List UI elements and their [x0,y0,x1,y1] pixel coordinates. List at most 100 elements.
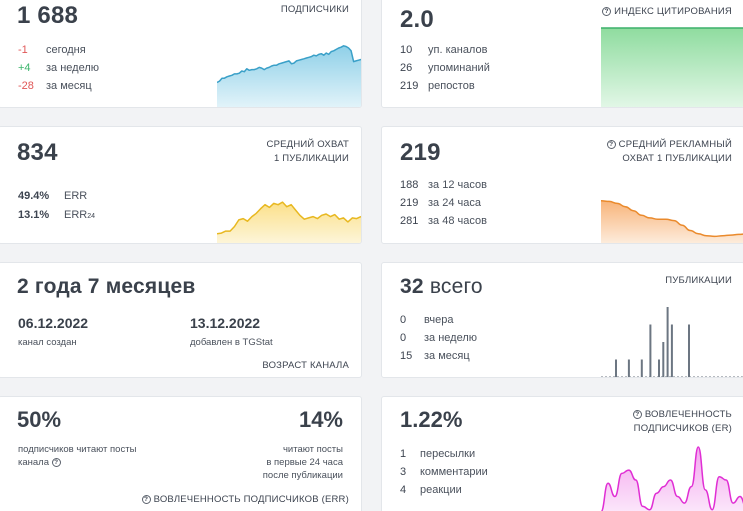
publications-month-num: 15 [400,350,413,362]
subscribers-value: 1 688 [17,2,79,29]
publications-yesterday-num: 0 [400,314,407,326]
info-icon[interactable]: ? [141,495,151,504]
ad-reach-48h-label: за 48 часов [428,215,487,227]
age-added-label: добавлен в TGStat [190,337,273,348]
ad-reach-24h-num: 219 [400,197,419,209]
reach-spark-line [217,201,361,235]
publications-month-label: за месяц [424,350,470,362]
info-icon[interactable]: ? [602,7,612,16]
publications-value: 32 всего [400,275,483,299]
ad-reach-24h-label: за 24 часа [428,197,481,209]
reach-err24-num: 13.1% [18,209,50,221]
ad-reach-card[interactable]: 219 ? СРЕДНИЙ РЕКЛАМНЫЙ ОХВАТ 1 ПУБЛИКАЦИ… [381,126,743,244]
er-caption: ? ВОВЛЕЧЕННОСТЬ ПОДПИСЧИКОВ (ER) [632,408,732,436]
er-sparkline [601,446,743,511]
ad-reach-caption-line1: ? СРЕДНИЙ РЕКЛАМНЫЙ [606,138,732,152]
err-right-text-line3: после публикации [262,470,343,481]
citation-reposts-label: репостов [428,80,475,92]
publications-row-month: 15 за месяц [400,350,470,362]
err-left-text-line2-text: канала [18,457,50,468]
publications-bar [658,359,660,377]
ad-reach-row-24h: 219 за 24 часа [400,197,481,209]
citation-area [601,28,743,107]
er-spark-area [601,447,743,511]
publications-bar [627,359,630,377]
citation-mentions-num: 26 [400,62,413,74]
citation-reposts-num: 219 [400,80,419,92]
age-value: 2 года 7 месяцев [17,275,196,298]
er-forwards-label: пересылки [420,448,476,460]
reach-sparkline [217,201,361,243]
subscribers-sparkline [217,45,361,107]
age-card[interactable]: 2 года 7 месяцев 06.12.2022 канал создан… [0,262,362,378]
citation-row-channels: 10 уп. каналов [400,44,487,56]
err-caption-text: ВОВЛЕЧЕННОСТЬ ПОДПИСЧИКОВ (ERR) [153,494,349,505]
ad-reach-sparkline [601,200,743,243]
publications-bar [640,359,643,377]
err-right-text: читают посты в первые 24 часа после публ… [263,443,343,482]
reach-err24-sub: 24 [87,213,96,220]
publications-yesterday-label: вчера [424,314,454,326]
info-icon[interactable]: ? [606,140,616,149]
info-icon[interactable]: ? [632,410,642,419]
publications-caption: ПУБЛИКАЦИИ [665,275,732,286]
ad-reach-48h-num: 281 [400,215,419,227]
err-card[interactable]: 50% подписчиков читают посты канала ? 14… [0,396,362,511]
er-comments-num: 3 [400,466,407,478]
er-card[interactable]: 1.22% ? ВОВЛЕЧЕННОСТЬ ПОДПИСЧИКОВ (ER) 1 … [381,396,743,511]
age-created-label: канал создан [18,337,77,348]
publications-barchart [601,307,743,377]
age-created-date: 06.12.2022 [18,315,89,331]
err-left-text-line1: подписчиков читают посты [18,444,137,455]
reach-caption: СРЕДНИЙ ОХВАТ 1 ПУБЛИКАЦИИ [267,138,349,166]
publications-row-yesterday: 0 вчера [400,314,453,326]
citation-caption-text: ИНДЕКС ЦИТИРОВАНИЯ [614,6,732,17]
citation-row-mentions: 26 упоминаний [400,62,490,74]
er-caption-line2: ПОДПИСЧИКОВ (ER) [633,423,732,434]
publications-row-week: 0 за неделю [400,332,477,344]
er-comments-label: комментарии [420,466,488,478]
reach-spark-area [217,202,361,243]
ad-reach-spark-area [601,200,743,243]
reach-value: 834 [17,139,58,166]
reach-row-err24: 13.1% ERR 24 [18,209,95,221]
citation-row-reposts: 219 репостов [400,80,475,92]
citation-value: 2.0 [400,6,434,33]
subscribers-row-week: +4 за неделю [18,62,99,74]
subscribers-week-label: за неделю [46,62,100,74]
ad-reach-12h-num: 188 [400,179,419,191]
publications-card[interactable]: 32 всего ПУБЛИКАЦИИ 0 вчера 0 за неделю … [381,262,743,378]
subscribers-card[interactable]: 1 688 ПОДПИСЧИКИ -1 сегодня +4 за неделю… [0,0,362,108]
publications-total-word: всего [429,275,483,298]
publications-week-label: за неделю [424,332,478,344]
subscribers-spark-area [217,45,361,107]
reach-row-err: 49.4% ERR [18,190,87,202]
subscribers-week-num: +4 [18,62,31,74]
ad-reach-caption: ? СРЕДНИЙ РЕКЛАМНЫЙ ОХВАТ 1 ПУБЛИКАЦИИ [606,138,732,166]
er-reactions-num: 4 [400,484,407,496]
subscribers-today-num: -1 [18,44,28,56]
info-icon[interactable]: ? [51,458,61,467]
err-right-value: 14% [298,407,343,432]
ad-reach-value: 219 [400,139,441,166]
reach-caption-line2: 1 ПУБЛИКАЦИИ [273,153,349,164]
subscribers-month-num: -28 [18,80,34,92]
subscribers-row-month: -28 за месяц [18,80,92,92]
ad-reach-caption-text1: СРЕДНИЙ РЕКЛАМНЫЙ [618,139,732,150]
publications-week-num: 0 [400,332,407,344]
er-value: 1.22% [400,407,463,432]
ad-reach-spark-line [601,200,743,238]
citation-card[interactable]: 2.0 ? ИНДЕКС ЦИТИРОВАНИЯ 10 уп. каналов 2… [381,0,743,108]
er-spark-line [601,446,743,511]
err-left-text: подписчиков читают посты канала ? [18,443,136,469]
subscribers-spark-line [217,45,361,84]
er-reactions-label: реакции [420,484,462,496]
reach-err-num: 49.4% [18,190,50,202]
citation-caption: ? ИНДЕКС ЦИТИРОВАНИЯ [602,5,732,19]
subscribers-row-today: -1 сегодня [18,44,86,56]
reach-card[interactable]: 834 СРЕДНИЙ ОХВАТ 1 ПУБЛИКАЦИИ 49.4% ERR… [0,126,362,244]
reach-caption-line1: СРЕДНИЙ ОХВАТ [266,139,349,150]
publications-bar [670,324,673,377]
ad-reach-12h-label: за 12 часов [428,179,487,191]
publications-bar [688,324,690,377]
